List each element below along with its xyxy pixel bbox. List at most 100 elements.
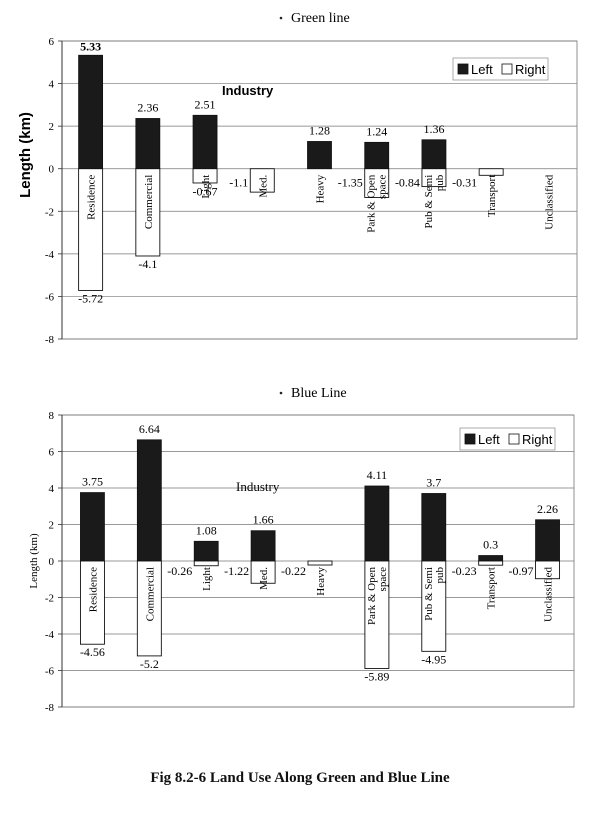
chart1-bar-right-8 — [535, 560, 561, 580]
chart0-y-axis-title: Length (km) — [17, 112, 34, 198]
chart1-bar-right-5 — [364, 560, 390, 669]
chart0-title: Green line — [291, 11, 350, 26]
chart1-bar-left-2 — [193, 540, 219, 562]
chart1-bar-left-3 — [250, 530, 276, 562]
chart0-title-group: Green line — [279, 11, 350, 26]
chart1-value-label-left-8: 2.26 — [537, 502, 558, 516]
chart0-bar-left-5 — [364, 141, 390, 170]
chart1-y-tick-label: -6 — [45, 666, 55, 678]
chart1-value-label-left-5: 4.11 — [367, 468, 388, 482]
chart1-bar-right-1 — [136, 560, 162, 657]
chart0-value-label-right-7: -0.31 — [452, 176, 477, 190]
chart0-value-label-left-2: 2.51 — [195, 97, 216, 111]
chart1-category-label-6: Pub & Semipub — [423, 567, 446, 621]
chart1-value-label-right-8: -0.97 — [509, 564, 534, 578]
chart0-value-label-right-0: -5.72 — [78, 291, 103, 305]
chart0-y-tick-label: 0 — [49, 164, 55, 176]
chart0-category-label-6: Pub & Semipub — [423, 174, 446, 228]
chart1-legend: Left Right — [459, 427, 556, 451]
figure-caption: Fig 8.2-6 Land Use Along Green and Blue … — [150, 770, 450, 786]
chart1-value-label-right-6: -4.95 — [421, 652, 446, 666]
chart1-group: -8 -6 -4 -2 0 2 4 6 8 Blue Line Length (km) Industr… — [28, 386, 575, 714]
chart0-y-tick-label: 2 — [49, 121, 55, 133]
chart1-value-label-right-4: -0.22 — [281, 564, 306, 578]
chart0-y-tick-label: -8 — [45, 334, 55, 346]
chart0-bar-right-7 — [478, 168, 504, 176]
chart1-category-label-7: Transport — [486, 567, 498, 609]
chart0-bar-left-2 — [192, 114, 218, 170]
chart0-category-label-7: Transport — [486, 175, 498, 217]
chart0-category-label-0: Residence — [86, 175, 98, 220]
chart0-legend-box — [452, 57, 549, 81]
chart1-bar-right-4 — [307, 560, 333, 566]
chart0-category-label-1: Commercial — [143, 175, 155, 229]
chart1-bar-right-7 — [478, 560, 504, 566]
chart1-value-label-right-0: -4.56 — [80, 645, 105, 659]
chart1-y-tick-label: -4 — [45, 629, 55, 641]
chart0-value-label-right-6: -0.84 — [395, 176, 420, 190]
chart1-value-label-right-2: -0.26 — [167, 564, 192, 578]
chart1-y-tick-label: 6 — [49, 447, 55, 459]
chart0-group: -8 -6 -4 -2 0 2 4 6 Green line Length (km) Industr… — [17, 11, 578, 346]
chart1-title: Blue Line — [291, 386, 347, 401]
chart0-legend-swatch-left — [457, 63, 469, 75]
chart0-value-label-left-6: 1.36 — [423, 122, 444, 136]
chart0-legend-label-left: Left — [471, 62, 493, 77]
chart0-legend-label-right: Right — [515, 62, 546, 77]
chart0-value-label-right-1: -4.1 — [138, 257, 157, 271]
chart0-category-label-5: Park & Openspace — [366, 174, 389, 233]
chart1-legend-box — [459, 427, 556, 451]
chart1-category-label-8: Unclassified — [543, 567, 555, 622]
chart0-value-label-right-3: -1.1 — [229, 176, 248, 190]
chart1-bar-right-2 — [193, 560, 219, 567]
chart1-value-label-right-1: -5.2 — [140, 657, 159, 671]
chart1-y-tick-label: -2 — [45, 593, 54, 605]
chart0-bar-right-6 — [421, 168, 447, 188]
chart1-value-label-left-3: 1.66 — [253, 513, 274, 527]
chart1-bar-right-3 — [250, 560, 276, 584]
chart1-value-label-right-5: -5.89 — [364, 669, 389, 683]
chart0-value-label-right-2: -0.67 — [193, 185, 218, 199]
chart0-bar-left-4 — [307, 141, 332, 170]
chart1-bar-left-7 — [478, 555, 504, 562]
chart1-bar-left-8 — [535, 519, 560, 562]
chart1-bar-right-6 — [421, 560, 447, 652]
chart0-y-tick-label: 4 — [49, 79, 55, 91]
chart1-legend-swatch-left — [464, 433, 476, 445]
chart1-y-tick-label: 4 — [49, 483, 55, 495]
chart1-bar-left-5 — [364, 485, 390, 562]
chart1-y-axis-title: Length (km) — [28, 533, 40, 589]
chart0-bar-left-6 — [421, 139, 447, 170]
chart0-bar-right-5 — [364, 168, 390, 198]
chart1-bar-left-1 — [136, 439, 162, 562]
chart1-title-bullet-icon — [279, 391, 283, 395]
chart0-value-label-left-5: 1.24 — [366, 124, 387, 138]
chart0-category-label-8: Unclassified — [543, 174, 555, 229]
chart0-bar-right-1 — [135, 168, 161, 257]
chart0-legend-swatch-right — [501, 63, 513, 75]
chart1-y-tick-label: 8 — [49, 410, 55, 422]
chart1-industry-annotation: Industry — [236, 479, 280, 494]
chart0-y-tick-label: 6 — [49, 36, 55, 48]
chart1-value-label-right-7: -0.23 — [452, 564, 477, 578]
chart0-y-tick-label: -2 — [45, 206, 54, 218]
chart0-bar-left-1 — [135, 118, 161, 170]
chart0-value-label-left-0: 5.33 — [80, 39, 101, 53]
chart0-value-label-right-5: -1.35 — [338, 176, 363, 190]
chart0-category-label-3: Med. — [257, 174, 269, 197]
chart1-bar-right-0 — [79, 560, 105, 645]
chart1-y-tick-label: 2 — [49, 520, 55, 532]
chart1-legend-label-left: Left — [478, 432, 500, 447]
chart1-bar-left-0 — [80, 492, 105, 562]
chart1-y-tick-label: 0 — [49, 556, 55, 568]
chart1-value-label-right-3: -1.22 — [224, 564, 249, 578]
chart0-bar-right-3 — [249, 168, 275, 193]
chart0-title-bullet-icon — [279, 16, 283, 20]
chart1-legend-label-right: Right — [522, 432, 553, 447]
chart1-title-group: Blue Line — [279, 386, 347, 401]
chart1-category-label-5: Park & Openspace — [366, 567, 389, 626]
chart1-value-label-left-2: 1.08 — [196, 523, 217, 537]
chart1-category-label-4: Heavy — [315, 567, 327, 596]
chart1-value-label-left-1: 6.64 — [139, 422, 160, 436]
